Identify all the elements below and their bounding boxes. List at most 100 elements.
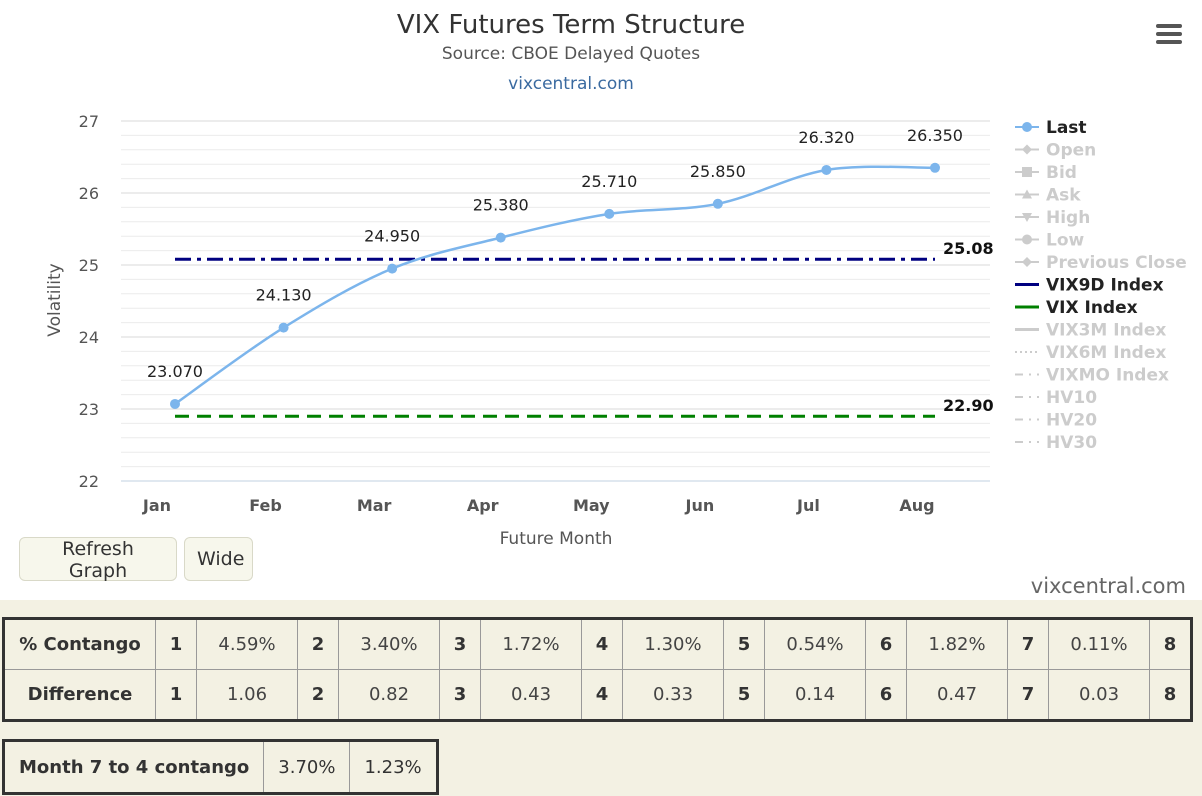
legend-item-label[interactable]: High	[1046, 208, 1090, 228]
value-cell: 0.47	[906, 669, 1008, 721]
month-index-cell: 2	[297, 618, 339, 670]
x-tick-label: May	[573, 496, 610, 515]
row-label: % Contango	[3, 618, 156, 670]
x-tick-label: Apr	[467, 496, 499, 515]
value-cell: 0.14	[764, 669, 866, 721]
legend-diamond-marker-icon	[1022, 144, 1032, 155]
contango-table: % Contango 1 4.59% 2 3.40% 3 1.72% 4 1.30% 5 0.54%…	[2, 617, 1193, 722]
value-cell: 0.54%	[764, 618, 866, 670]
legend-item-label[interactable]: Previous Close	[1046, 253, 1187, 273]
last-data-point[interactable]	[170, 398, 180, 409]
legend-item-label[interactable]: Bid	[1046, 163, 1077, 183]
last-data-label: 25.710	[581, 172, 637, 191]
legend-item-label[interactable]: VIX9D Index	[1046, 276, 1164, 296]
month-index-cell: 5	[723, 669, 765, 721]
legend-diamond-marker-icon	[1022, 257, 1032, 267]
legend-item-label[interactable]: VIX Index	[1046, 298, 1138, 318]
legend-item-label[interactable]: VIX3M Index	[1046, 321, 1166, 341]
value-cell: 1.72%	[480, 618, 582, 670]
y-tick-label: 25	[79, 256, 99, 275]
month-index-cell: 1	[155, 618, 197, 670]
last-data-label: 23.070	[147, 362, 203, 381]
month-index-cell: 3	[439, 669, 481, 721]
legend-item-label[interactable]: Low	[1046, 231, 1085, 251]
value-cell: 3.40%	[338, 618, 440, 670]
last-series-line	[174, 165, 936, 405]
y-tick-label: 27	[79, 112, 99, 131]
x-tick-label: Feb	[249, 496, 282, 515]
legend-square-marker-icon	[1022, 167, 1032, 177]
last-data-point[interactable]	[495, 232, 506, 243]
month-contango-value: 1.23%	[349, 740, 438, 794]
value-cell: 0.11%	[1048, 618, 1150, 670]
refresh-graph-button[interactable]: Refresh Graph	[19, 537, 177, 582]
month-index-cell: 7	[1007, 669, 1049, 721]
table-row: % Contango 1 4.59% 2 3.40% 3 1.72% 4 1.30% 5 0.54%…	[3, 618, 1192, 670]
value-cell: 0.43	[480, 669, 582, 721]
month-contango-value: 3.70%	[263, 740, 351, 794]
month-contango-label: Month 7 to 4 contango	[2, 740, 265, 794]
value-cell: 1.06	[196, 669, 298, 721]
legend-triangle-marker-icon	[1022, 189, 1032, 199]
last-data-label: 25.380	[473, 196, 529, 215]
x-tick-label: Aug	[899, 496, 934, 515]
legend-item-label[interactable]: HV30	[1046, 433, 1097, 453]
y-tick-label: 22	[79, 472, 99, 491]
x-tick-label: Jun	[684, 496, 714, 515]
chart-panel: VIX Futures Term Structure Source: CBOE …	[0, 0, 1202, 600]
legend-item-label[interactable]: Open	[1046, 141, 1096, 161]
value-cell: 0.33	[622, 669, 724, 721]
month-index-cell: 5	[723, 618, 765, 670]
last-data-point[interactable]	[387, 263, 398, 274]
last-data-label: 24.950	[364, 227, 420, 246]
vix-data-label: 22.90	[943, 396, 994, 415]
watermark-text: vixcentral.com	[1030, 574, 1186, 598]
last-data-point[interactable]	[930, 162, 940, 173]
table-row: Difference 1 1.06 2 0.82 3 0.43 4 0.33 5 0.14 6 0.47…	[3, 669, 1192, 721]
last-data-label: 26.350	[907, 126, 963, 145]
legend-circle-marker-icon	[1022, 122, 1032, 132]
last-data-point[interactable]	[821, 164, 832, 175]
legend-item-label[interactable]: VIXMO Index	[1046, 366, 1169, 386]
hamburger-menu-icon[interactable]	[1154, 22, 1184, 46]
last-data-point[interactable]	[604, 208, 615, 219]
value-cell: 1.82%	[906, 618, 1008, 670]
month-index-cell: 6	[865, 669, 907, 721]
legend-circle-marker-icon	[1022, 234, 1032, 245]
x-tick-label: Mar	[357, 496, 392, 515]
month-index-cell: 4	[581, 618, 623, 670]
wide-button[interactable]: Wide	[184, 537, 253, 581]
month-contango-table: Month 7 to 4 contango 3.70% 1.23%	[2, 739, 439, 795]
value-cell: 0.03	[1048, 669, 1150, 721]
last-data-point[interactable]	[278, 322, 289, 333]
y-axis-title: Volatility	[45, 263, 65, 336]
legend-item-label[interactable]: Last	[1046, 118, 1087, 138]
legend-item-label[interactable]: VIX6M Index	[1046, 343, 1166, 363]
last-data-label: 25.850	[690, 162, 746, 181]
last-data-label: 24.130	[256, 286, 312, 305]
legend-item-label[interactable]: HV10	[1046, 388, 1097, 408]
month-index-cell: 2	[297, 669, 339, 721]
month-index-cell: 8	[1149, 618, 1192, 670]
legend-item-label[interactable]: HV20	[1046, 411, 1097, 431]
month-index-cell: 4	[581, 669, 623, 721]
chart-subtitle: Source: CBOE Delayed Quotes	[441, 44, 701, 64]
y-tick-label: 26	[79, 184, 99, 203]
legend-item-label[interactable]: Ask	[1046, 186, 1081, 206]
y-tick-label: 24	[79, 328, 99, 347]
x-tick-label: Jan	[142, 496, 171, 515]
value-cell: 1.30%	[622, 618, 724, 670]
chart-svg: 22 23 24 25 26 27 Jan Feb Mar Apr May Jun Jul Aug Futu…	[45, 112, 1187, 549]
vix9d-data-label: 25.08	[943, 239, 994, 258]
month-index-cell: 7	[1007, 618, 1049, 670]
x-tick-label: Jul	[796, 496, 820, 515]
month-index-cell: 6	[865, 618, 907, 670]
value-cell: 0.82	[338, 669, 440, 721]
chart-title: VIX Futures Term Structure	[396, 10, 746, 40]
last-data-label: 26.320	[798, 128, 854, 147]
month-index-cell: 8	[1149, 669, 1192, 721]
month-index-cell: 3	[439, 618, 481, 670]
last-data-point[interactable]	[712, 198, 723, 209]
chart-credit-link[interactable]: vixcentral.com	[508, 74, 634, 94]
month-index-cell: 1	[155, 669, 197, 721]
